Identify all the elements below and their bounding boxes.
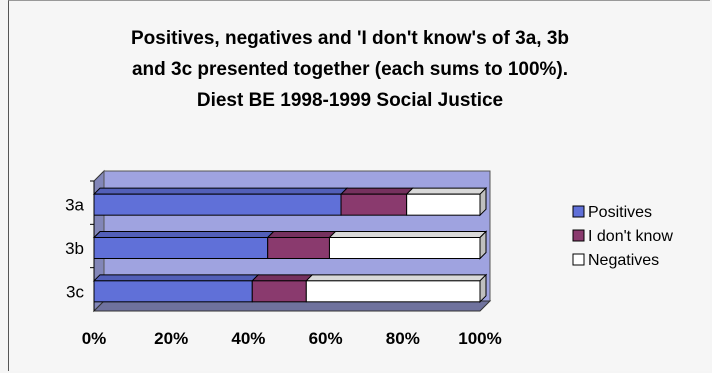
bar-top-3b-0 [92, 231, 275, 238]
bar-3a-i-don-t-know [340, 193, 408, 216]
chart-title-line-3: Diest BE 1998-1999 Social Justice [197, 90, 503, 111]
legend-entry-1: I don't know [588, 228, 673, 245]
bar-top-3b-1 [266, 231, 337, 238]
bar-top-3c-0 [92, 274, 260, 282]
chart-title: Positives, negatives and 'I don't know's… [131, 28, 569, 111]
legend-swatch-0 [572, 205, 585, 218]
bar-3b-negatives [328, 237, 481, 259]
category-label-3c: 3c [66, 282, 84, 301]
x-tick-label: 100% [458, 329, 501, 348]
bar-3b-positives [93, 237, 269, 259]
chart-title-line-2: and 3c presented together (each sums to … [132, 59, 568, 80]
legend-swatch-2 [572, 253, 585, 266]
x-tick-label: 80% [386, 329, 420, 348]
bar-3c-i-don-t-know [251, 280, 307, 303]
x-tick-label: 20% [154, 329, 188, 348]
bar-3a-positives [93, 193, 342, 216]
bar-top-3c-2 [305, 274, 488, 282]
bar-side-3c [479, 273, 487, 304]
bar-top-3a-2 [405, 187, 488, 195]
x-tick-label: 60% [309, 329, 343, 348]
bar-3c-negatives [305, 280, 481, 303]
category-label-3b: 3b [65, 239, 84, 258]
legend: Positives I don't know Negatives [572, 204, 673, 269]
bar-3b-i-don-t-know [267, 237, 330, 259]
legend-entry-2: Negatives [588, 252, 659, 269]
bar-3a-negatives [406, 193, 481, 216]
bar-side-3a [479, 186, 487, 217]
category-label-3a: 3a [65, 196, 84, 215]
x-tick-label: 40% [231, 329, 265, 348]
bar-top-3c-1 [251, 274, 314, 282]
x-tick-label: 0% [82, 329, 107, 348]
bar-top-3a-1 [339, 187, 414, 195]
plot-floor [92, 300, 492, 312]
bar-side-3b [479, 230, 487, 260]
bar-3c-positives [93, 280, 253, 303]
legend-swatch-1 [572, 229, 585, 242]
bar-top-3a-0 [92, 187, 349, 195]
legend-entry-0: Positives [588, 204, 652, 221]
chart-title-line-1: Positives, negatives and 'I don't know's… [131, 28, 569, 49]
plot-area: 3a 3b 3c 0% 20% 40% 60% 80% 100% [65, 169, 502, 348]
bar-top-3b-2 [328, 231, 488, 238]
